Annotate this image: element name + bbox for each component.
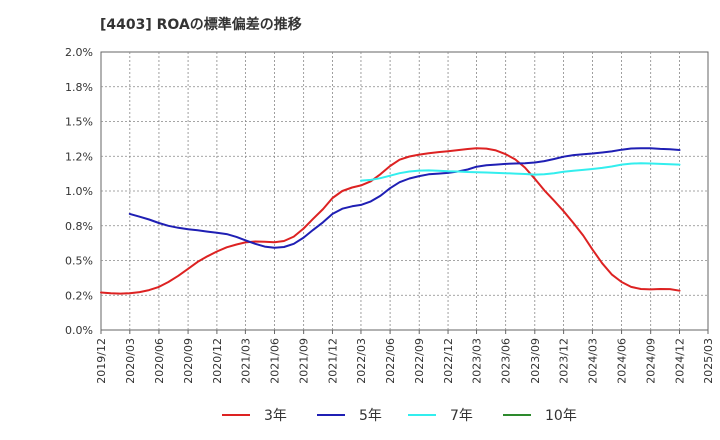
x-tick-label: 2020/06 <box>153 338 166 384</box>
y-tick-label: 0.8% <box>65 220 93 233</box>
y-tick-label: 0.0% <box>65 324 93 337</box>
x-tick-label: 2023/06 <box>500 338 513 384</box>
series-line-3 <box>360 162 681 182</box>
x-tick-label: 2020/12 <box>211 338 224 384</box>
legend-label-1: 3年 <box>264 408 287 424</box>
legend-label-2: 5年 <box>359 408 382 424</box>
x-tick-label: 2022/06 <box>384 338 397 384</box>
x-tick-label: 2024/06 <box>616 338 629 384</box>
legend-label-4: 10年 <box>545 408 577 424</box>
x-tick-label: 2021/09 <box>298 338 311 384</box>
x-tick-label: 2024/12 <box>674 338 687 384</box>
x-tick-label: 2020/09 <box>182 338 195 384</box>
x-tick-label: 2022/12 <box>442 338 455 384</box>
y-tick-label: 1.2% <box>65 150 93 163</box>
series-lines <box>100 147 681 295</box>
y-tick-label: 0.5% <box>65 255 93 268</box>
series-line-1 <box>100 147 681 295</box>
x-tick-label: 2022/09 <box>413 338 426 384</box>
y-tick-label: 1.8% <box>65 81 93 94</box>
legend: 3年 5年 7年 10年 <box>222 408 577 424</box>
x-tick-label: 2023/03 <box>471 338 484 384</box>
x-tick-label: 2019/12 <box>95 338 108 384</box>
x-tick-label: 2023/12 <box>558 338 571 384</box>
series-line-2 <box>128 147 681 249</box>
legend-label-3: 7年 <box>450 408 473 424</box>
x-tick-label: 2021/06 <box>269 338 282 384</box>
x-tick-label: 2024/03 <box>586 338 599 384</box>
x-axis-ticks: 2019/12 2020/03 2020/06 2020/09 2020/12 2021/… <box>95 330 715 384</box>
x-tick-label: 2023/09 <box>529 338 542 384</box>
y-axis-ticks: 0.0% 0.2% 0.5% 0.8% 1.0% 1.2% 1.5% 1.8% 2.0% <box>65 46 93 337</box>
x-tick-label: 2024/09 <box>645 338 658 384</box>
y-tick-label: 1.0% <box>65 185 93 198</box>
x-tick-label: 2021/03 <box>239 338 252 384</box>
x-tick-label: 2025/03 <box>702 338 715 384</box>
x-tick-label: 2022/03 <box>355 338 368 384</box>
grid <box>101 52 708 330</box>
y-tick-label: 1.5% <box>65 116 93 129</box>
y-tick-label: 0.2% <box>65 289 93 302</box>
x-tick-label: 2020/03 <box>124 338 137 384</box>
chart-title: [4403] ROAの標準偏差の推移 <box>100 17 302 33</box>
x-tick-label: 2021/12 <box>326 338 339 384</box>
y-tick-label: 2.0% <box>65 46 93 59</box>
plot-area <box>100 51 709 331</box>
